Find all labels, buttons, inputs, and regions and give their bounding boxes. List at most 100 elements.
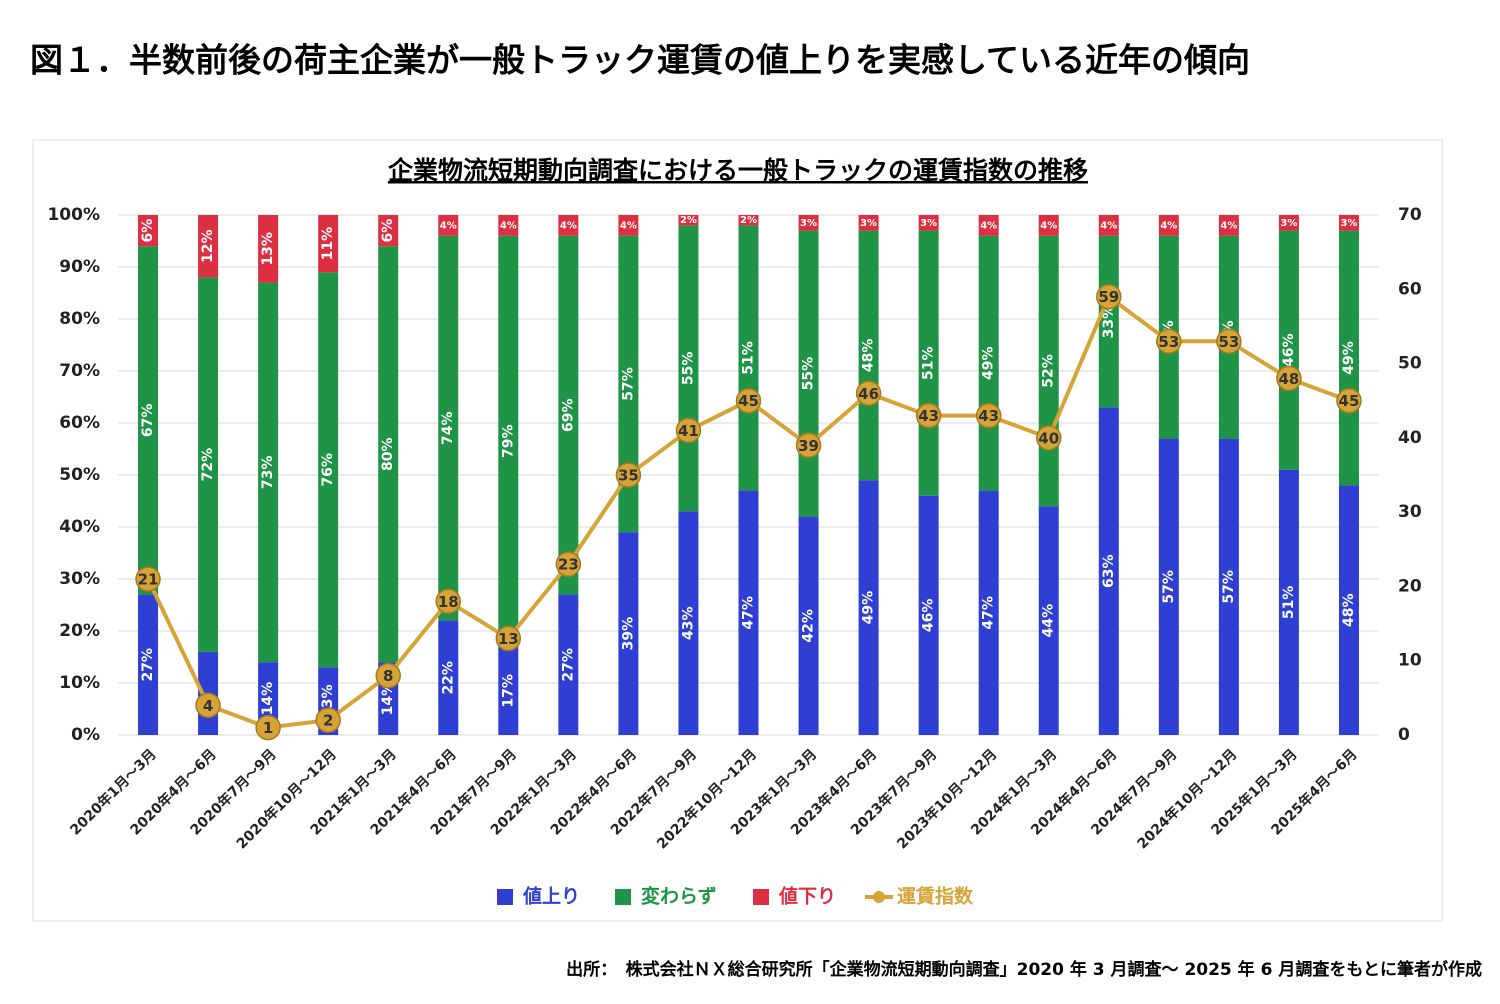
- bar-segment: [738, 490, 759, 735]
- bar-segment: [138, 594, 159, 735]
- bar-value-label: 46%: [1281, 333, 1297, 367]
- bar-value-label: 11%: [320, 227, 336, 261]
- bar-value-label: 4%: [1100, 220, 1117, 231]
- bar-segment: [918, 215, 939, 231]
- y-tick-label: 70%: [59, 361, 100, 381]
- legend-swatch: [753, 889, 769, 905]
- bar-value-label: 51%: [741, 341, 757, 375]
- bar-value-label: 17%: [500, 674, 516, 708]
- bar-value-label: 57%: [1161, 570, 1177, 604]
- bar-segment: [498, 235, 519, 647]
- bar-value-label: 39%: [620, 617, 636, 651]
- bar-segment: [318, 215, 339, 273]
- bar-value-label: 3%: [860, 218, 877, 229]
- line-value-label: 59: [1098, 288, 1119, 306]
- bar-segment: [1338, 230, 1359, 486]
- bar-segment: [1338, 485, 1359, 735]
- bar-segment: [618, 532, 639, 735]
- legend-label: 運賃指数: [897, 885, 974, 908]
- chart-title: 企業物流短期動向調査における一般トラックの運賃指数の推移: [388, 156, 1088, 185]
- bar-segment: [1218, 215, 1239, 236]
- bar-value-label: 52%: [1041, 354, 1057, 388]
- y-tick-label: 100%: [47, 205, 100, 225]
- y2-tick-label: 10: [1398, 651, 1422, 671]
- legend-label: 値下り: [778, 886, 836, 908]
- bar-segment: [138, 246, 159, 595]
- y2-tick-label: 50: [1398, 354, 1422, 374]
- bar-value-label: 57%: [620, 367, 636, 401]
- bar-value-label: 79%: [500, 424, 516, 458]
- bar-value-label: 3%: [1280, 218, 1297, 229]
- bar-segment: [498, 215, 519, 236]
- line-value-label: 2: [323, 712, 333, 730]
- line-marker: [435, 588, 462, 615]
- bar-value-label: 4%: [1040, 220, 1057, 231]
- bar-segment: [1158, 438, 1179, 735]
- bar-segment: [1038, 506, 1059, 735]
- bar-value-label: 80%: [380, 437, 396, 471]
- bar-value-label: 67%: [140, 404, 156, 438]
- bar-value-label: 49%: [1341, 341, 1357, 375]
- line-marker: [1156, 328, 1182, 355]
- line-value-label: 41: [678, 422, 699, 440]
- bar-value-label: 6%: [140, 219, 156, 243]
- line-marker: [915, 402, 942, 429]
- bar-segment: [918, 495, 939, 735]
- bar-segment: [678, 511, 699, 735]
- y-tick-label: 0%: [71, 725, 100, 745]
- line-value-label: 18: [438, 593, 459, 611]
- bar-segment: [378, 246, 399, 663]
- bar-value-label: 73%: [260, 456, 276, 490]
- bar-segment: [438, 215, 459, 236]
- bar-value-label: 2%: [740, 215, 757, 226]
- source-note: 出所： 株式会社ＮＸ総合研究所「企業物流短期動向調査」2020 年 3 月調査～…: [566, 959, 1482, 980]
- bar-segment: [138, 215, 159, 247]
- bar-segment: [618, 215, 639, 236]
- bar-value-label: 4%: [620, 220, 637, 231]
- bar-value-label: 46%: [921, 599, 937, 633]
- line-value-label: 53: [1158, 333, 1179, 351]
- line-marker: [195, 692, 221, 719]
- line-marker: [555, 551, 582, 577]
- bar-segment: [1278, 215, 1299, 231]
- bar-value-label: 4%: [440, 220, 457, 231]
- bar-value-label: 47%: [741, 596, 757, 630]
- bar-value-label: 4%: [500, 220, 517, 231]
- bar-segment: [918, 230, 939, 496]
- line-marker: [255, 714, 281, 741]
- line-marker: [1216, 328, 1242, 355]
- line-value-label: 40: [1038, 429, 1059, 447]
- bar-value-label: 63%: [1101, 554, 1117, 588]
- line-marker: [1096, 283, 1122, 310]
- bar-segment: [438, 235, 459, 621]
- bar-value-label: 22%: [440, 661, 456, 695]
- bar-value-label: 55%: [801, 357, 817, 391]
- line-marker: [675, 417, 702, 444]
- y-tick-label: 30%: [59, 569, 100, 589]
- bar-segment: [1338, 215, 1359, 231]
- line-value-label: 21: [138, 571, 159, 589]
- bar-segment: [1098, 407, 1119, 735]
- line-value-label: 48: [1278, 370, 1299, 388]
- bar-value-label: 4%: [560, 220, 577, 231]
- line-marker: [1035, 425, 1062, 451]
- bar-value-label: 51%: [921, 346, 937, 380]
- bar-value-label: 3%: [800, 218, 817, 229]
- line-value-label: 8: [383, 667, 393, 685]
- bar-value-label: 2%: [680, 215, 697, 226]
- line-marker: [1336, 387, 1362, 414]
- bar-segment: [1098, 215, 1119, 236]
- line-marker: [975, 402, 1002, 429]
- bar-segment: [378, 215, 399, 247]
- bar-segment: [558, 235, 579, 595]
- bar-value-label: 33%: [1101, 305, 1117, 339]
- line-value-label: 13: [498, 630, 519, 648]
- y2-tick-label: 20: [1398, 576, 1422, 596]
- y2-tick-label: 40: [1398, 428, 1422, 448]
- bar-segment: [978, 490, 999, 735]
- bar-value-label: 27%: [560, 648, 576, 682]
- bar-segment: [738, 215, 759, 226]
- bar-value-label: 13%: [260, 232, 276, 266]
- bar-value-label: 12%: [200, 229, 216, 263]
